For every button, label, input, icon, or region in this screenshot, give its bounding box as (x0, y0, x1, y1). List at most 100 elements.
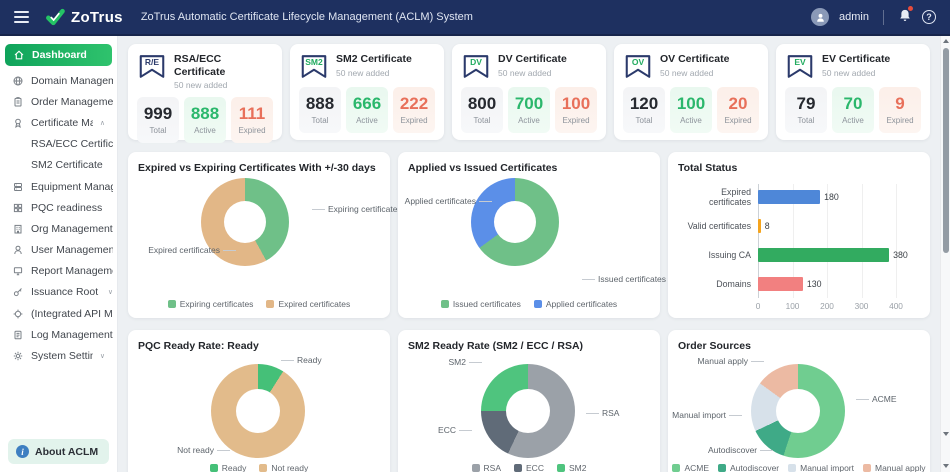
ribbon-badge-icon: EV (785, 53, 815, 80)
avatar[interactable] (811, 8, 830, 26)
sidebar-item-issuance-root-management[interactable]: Issuance Root Management ∨ (0, 282, 117, 303)
legend-item[interactable]: Autodiscover (718, 463, 779, 472)
expired-stat: 9 Expired (879, 87, 921, 133)
legend-label: Issued certificates (452, 299, 521, 309)
slice-label: RSA (586, 408, 619, 418)
axis-tick-label: 400 (889, 301, 903, 311)
chart-title: PQC Ready Rate: Ready (138, 340, 259, 352)
sidebar-item-label: System Settings (31, 350, 93, 363)
certificate-icon (12, 117, 24, 129)
slice-label: ECC (414, 425, 472, 435)
bar[interactable] (758, 189, 821, 204)
sidebar-item-org-management[interactable]: Org Management (0, 218, 117, 239)
scroll-up-arrow[interactable] (943, 39, 949, 43)
chart-card-total-status: Total Status Expired certificates 180 Vali… (668, 152, 930, 318)
legend-item[interactable]: Manual import (788, 463, 854, 472)
donut-chart[interactable] (211, 364, 305, 458)
sidebar-item-log-management[interactable]: Log Management (0, 324, 117, 345)
active-stat: 70 Active (832, 87, 874, 133)
active-stat: 666 Active (346, 87, 388, 133)
app-header: ZoTrus ZoTrus Automatic Certificate Life… (0, 0, 950, 36)
ribbon-badge-icon: R/E (137, 53, 167, 80)
bar-value: 130 (806, 278, 822, 289)
chart-card-pqc-ready-rate: PQC Ready Rate: Ready Ready Not ready Re… (128, 330, 390, 472)
legend-label: Applied certificates (545, 299, 618, 309)
sidebar-item-user-management[interactable]: User Management (0, 240, 117, 261)
help-icon[interactable]: ? (922, 10, 936, 24)
sidebar-item-report-management[interactable]: Report Management (0, 261, 117, 282)
legend-item[interactable]: Ready (209, 463, 247, 472)
server-icon (12, 181, 24, 193)
legend-item[interactable]: Expired certificates (266, 299, 350, 309)
axis-tick-label: 100 (785, 301, 800, 311)
sidebar-item-order-management[interactable]: Order Management (0, 91, 117, 112)
logo[interactable]: ZoTrus (45, 7, 123, 27)
legend-label: Ready (221, 463, 247, 472)
donut-chart[interactable] (471, 178, 559, 266)
username[interactable]: admin (839, 11, 869, 23)
expired-stat: 100 Expired (555, 87, 597, 133)
sidebar-item-dashboard[interactable]: Dashboard (5, 44, 112, 66)
legend-swatch (471, 464, 480, 472)
slice-label: SM2 (428, 357, 482, 367)
cert-cards-row: R/E RSA/ECC Certificate 50 new added 999… (128, 44, 930, 144)
chart-title: SM2 Ready Rate (SM2 / ECC / RSA) (408, 340, 584, 352)
sidebar-item-label: Equipment Management (31, 180, 113, 193)
sidebar-item-equipment-management[interactable]: Equipment Management (0, 176, 117, 197)
chart-legend: ACME Autodiscover Manual import Manual appl… (668, 463, 930, 472)
legend-item[interactable]: Applied certificates (533, 299, 618, 309)
gear-icon (12, 350, 24, 362)
about-aclm-button[interactable]: i About ACLM (8, 439, 109, 464)
legend-item[interactable]: Issued certificates (440, 299, 521, 309)
bar-value: 380 (893, 249, 908, 260)
axis-tick-label: 300 (854, 301, 869, 311)
chart-card-applied-vs-issued: Applied vs Issued Certificates Applied c… (398, 152, 666, 318)
legend-swatch (266, 300, 275, 308)
scroll-down-arrow[interactable] (943, 464, 949, 468)
scroll-down-arrow[interactable] (943, 432, 949, 436)
chart-title: Total Status (678, 162, 738, 174)
chart-legend: RSA ECC SM2 (398, 463, 660, 472)
ribbon-badge-icon: DV (461, 53, 491, 80)
total-status-bar-chart[interactable]: Expired certificates 180 Valid certificate… (678, 182, 922, 312)
legend-swatch (209, 464, 218, 472)
donut-chart[interactable] (201, 178, 289, 266)
legend-swatch (718, 464, 726, 472)
legend-item[interactable]: ECC (514, 463, 544, 472)
sidebar-item-pqc-readiness[interactable]: PQC readiness (0, 197, 117, 218)
logo-check-icon (46, 8, 65, 26)
vertical-scrollbar[interactable] (940, 36, 950, 472)
sidebar-item-system-settings[interactable]: System Settings ∨ (0, 345, 117, 366)
sidebar-item-integrated-api-management[interactable]: (Integrated API Management (0, 303, 117, 324)
ribbon-badge-icon: SM2 (299, 53, 329, 80)
ribbon-badge-icon: OV (623, 53, 653, 80)
bar-category-label: Domains (716, 278, 751, 289)
sidebar-item-sm2-certificate[interactable]: SM2 Certificate (0, 155, 117, 176)
legend-item[interactable]: RSA (471, 463, 501, 472)
cert-card-subtitle: 50 new added (174, 80, 228, 91)
hamburger-menu-icon[interactable] (14, 11, 29, 23)
notifications-bell-icon[interactable] (898, 5, 913, 27)
globe-icon (12, 75, 24, 87)
legend-item[interactable]: Manual apply (863, 463, 926, 472)
legend-item[interactable]: Not ready (259, 463, 308, 472)
bar[interactable] (758, 276, 803, 291)
sidebar-item-domain-management[interactable]: Domain Management (0, 70, 117, 91)
sidebar-item-certificate-management[interactable]: Certificate Management ∧ (0, 112, 117, 133)
sidebar-item-rsa-ecc-certificate[interactable]: RSA/ECC Certificate (0, 134, 117, 155)
scrollbar-thumb[interactable] (942, 48, 949, 253)
legend-swatch (788, 464, 797, 472)
sidebar-item-label: Log Management (31, 328, 113, 341)
donut-chart[interactable] (481, 364, 575, 458)
bar[interactable] (758, 247, 890, 262)
expired-stat: 111 Expired (231, 97, 273, 144)
legend-item[interactable]: ACME (672, 463, 709, 472)
legend-swatch (533, 300, 542, 308)
legend-item[interactable]: SM2 (556, 463, 586, 472)
bar[interactable] (758, 218, 761, 233)
chart-card-expired-vs-expiring: Expired vs Expiring Certificates With +/… (128, 152, 402, 318)
chart-title: Expired vs Expiring Certificates With +/… (138, 162, 376, 174)
slice-label: Autodiscover (708, 445, 774, 455)
legend-item[interactable]: Expiring certificates (167, 299, 253, 309)
donut-chart[interactable] (751, 364, 845, 458)
